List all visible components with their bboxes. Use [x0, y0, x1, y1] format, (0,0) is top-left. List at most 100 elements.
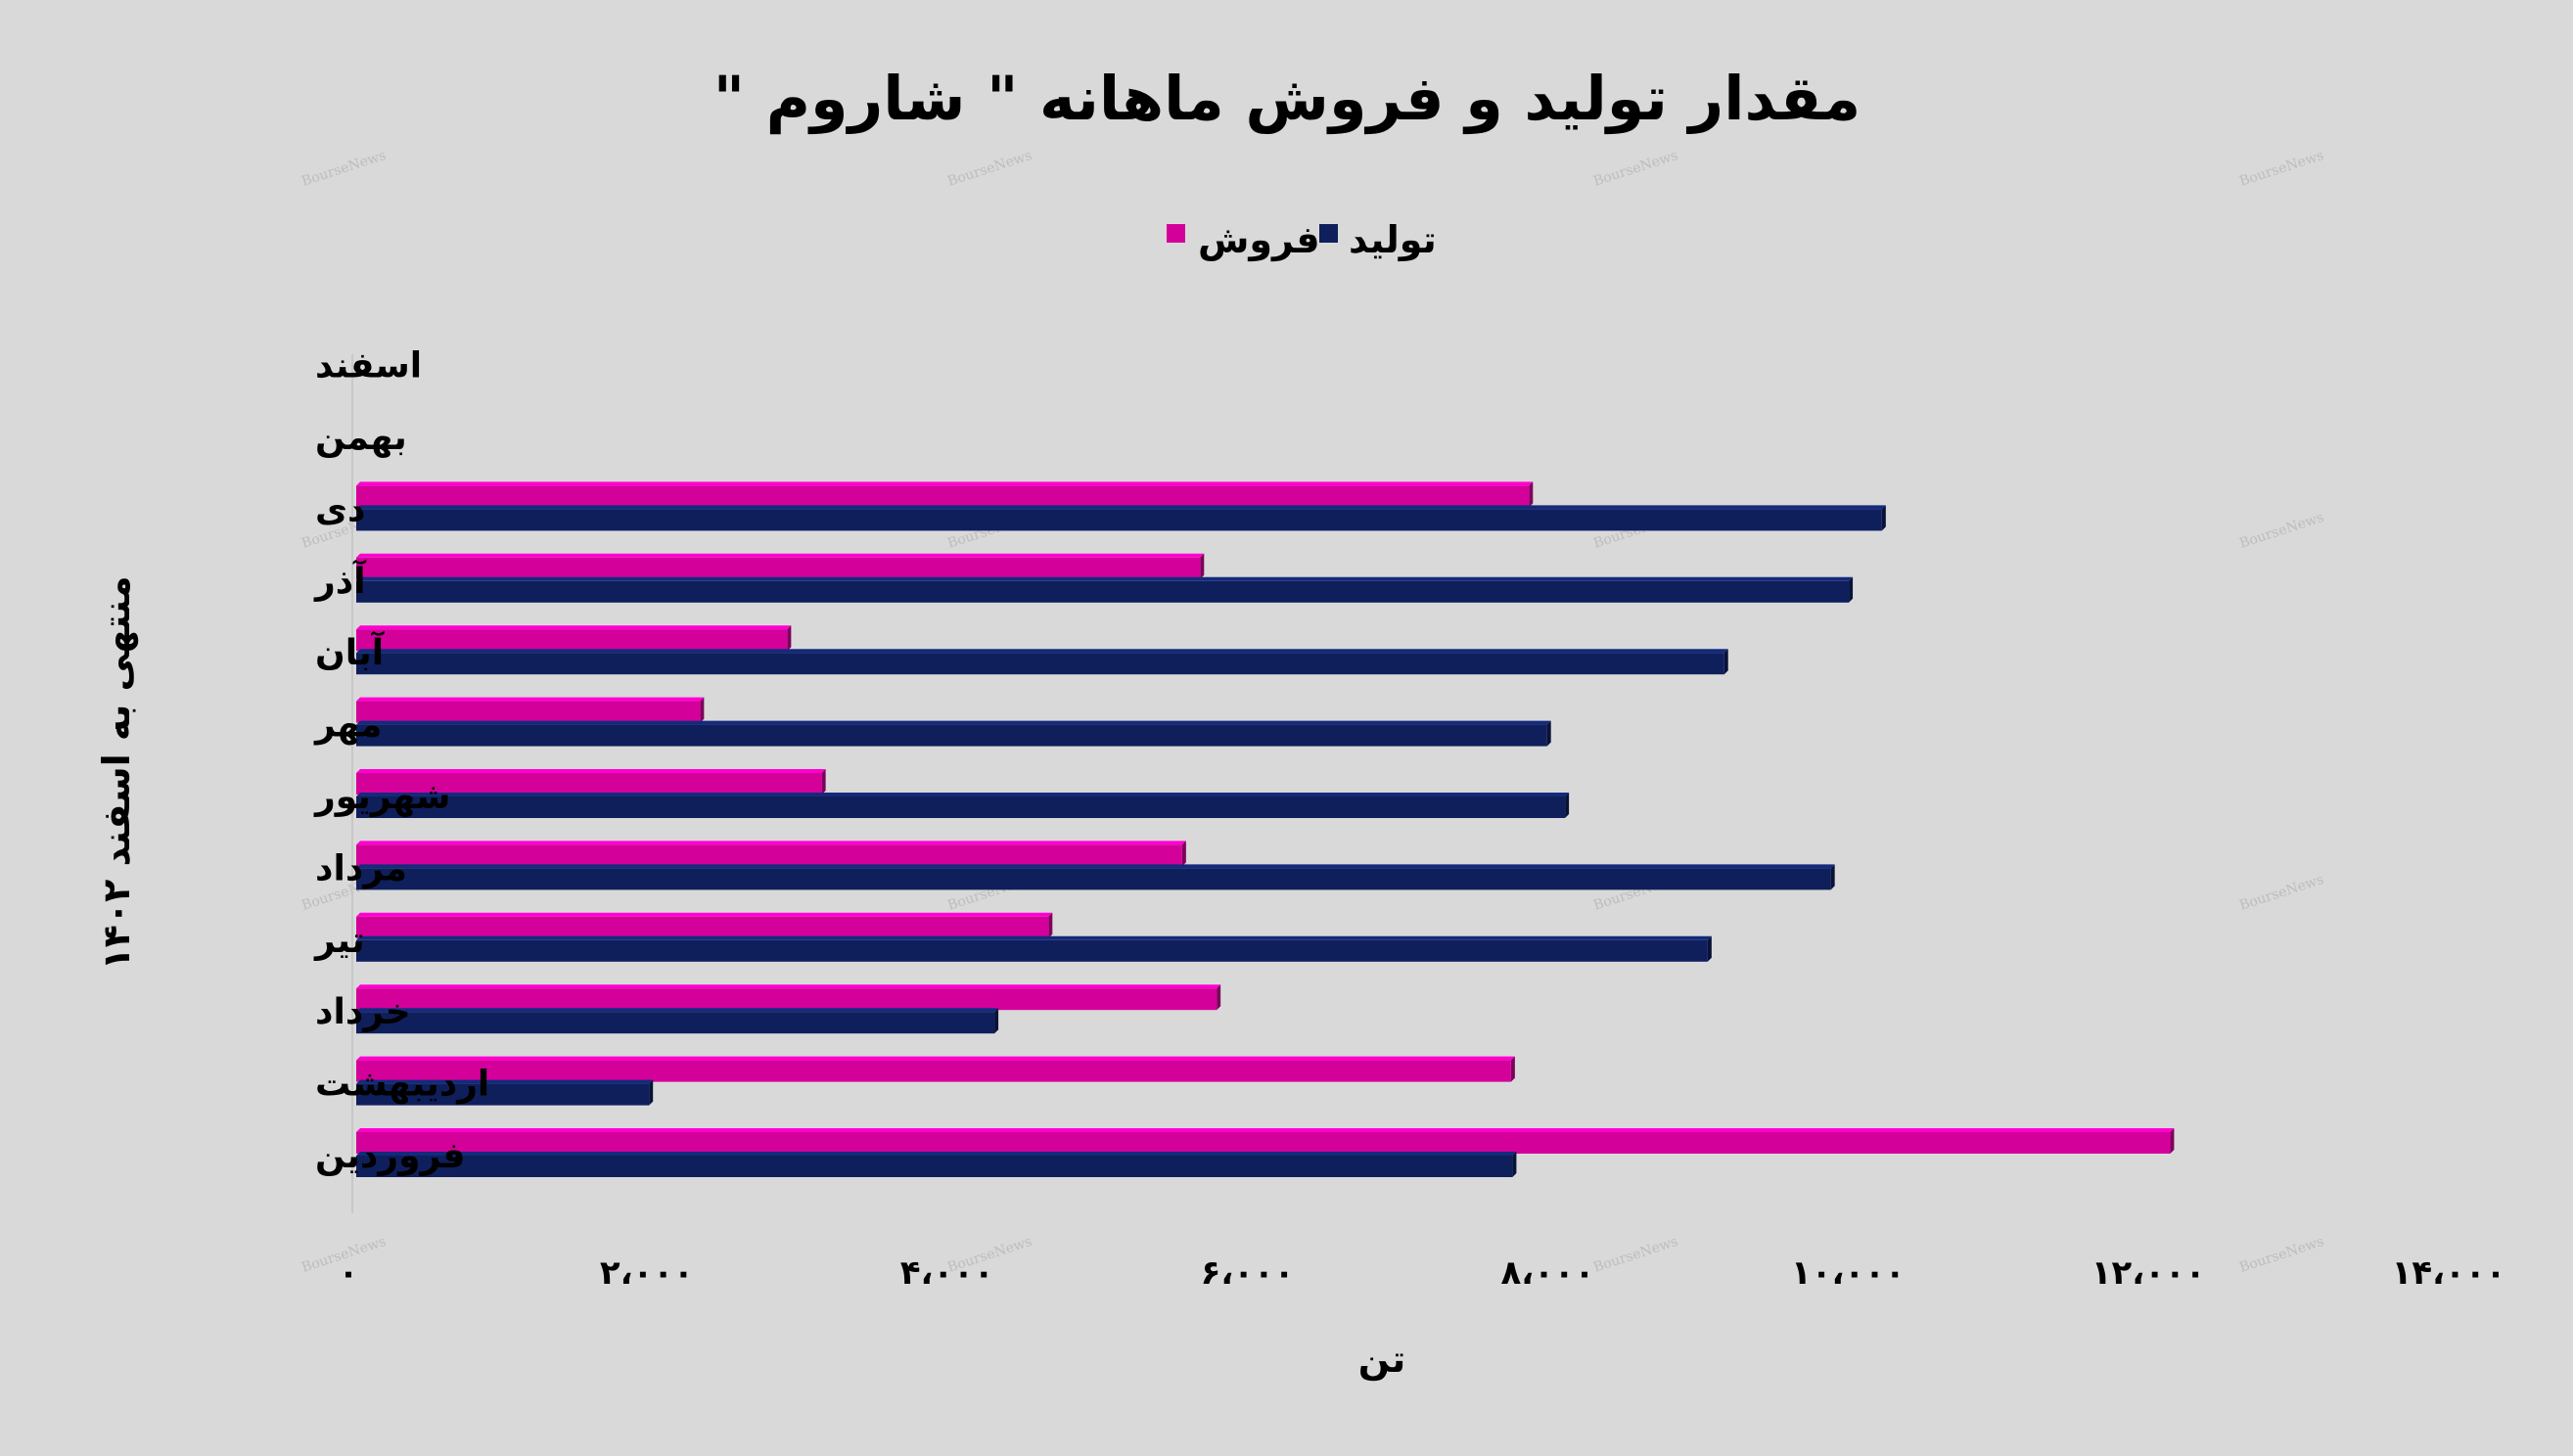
- bar-sales-6-top: [356, 697, 705, 702]
- category-label: شهریور: [313, 777, 450, 817]
- bar-sales-5-face: [356, 773, 822, 795]
- bar-production-2-side: [994, 1008, 999, 1034]
- bar-sales-6-side: [700, 697, 705, 723]
- watermark-text: BourseNews: [2237, 510, 2325, 552]
- watermark-text: BourseNews: [2237, 1234, 2325, 1276]
- legend-swatch-production: [1319, 224, 1338, 243]
- x-tick-label: ۰: [339, 1253, 359, 1293]
- bar-sales-5-top: [356, 769, 826, 773]
- bar-production-4-top: [356, 864, 1835, 869]
- bar-sales-4-face: [356, 844, 1182, 867]
- x-axis-title: تن: [1358, 1338, 1405, 1381]
- bar-production-3: [356, 935, 1712, 962]
- category-label: اردیبهشت: [315, 1065, 489, 1105]
- bar-production-9-top: [356, 505, 1886, 510]
- bar-production-9-side: [1881, 505, 1886, 531]
- category-label: دی: [315, 489, 365, 529]
- bar-production-9-face: [356, 509, 1882, 531]
- legend-swatch-sales: [1167, 224, 1185, 243]
- bar-sales-1-face: [356, 1060, 1511, 1082]
- y-axis-title: منتهی به اسفند ۱۴۰۲: [95, 575, 138, 970]
- category-label: اسفند: [315, 346, 422, 387]
- bar-production-7-side: [1723, 649, 1728, 675]
- bar-production-5-side: [1565, 793, 1570, 818]
- x-tick-label: ۱۰،۰۰۰: [1791, 1253, 1906, 1293]
- bar-sales-7-top: [356, 625, 792, 630]
- bar-sales-5-side: [821, 769, 826, 795]
- bar-production-4: [356, 864, 1835, 890]
- category-labels: فروردین اردیبهشت خرداد تیر مرداد شهریور مهر آبا…: [313, 346, 489, 1176]
- category-label: مهر: [313, 705, 382, 746]
- bar-sales-4-top: [356, 841, 1186, 845]
- x-tick-label: ۱۲،۰۰۰: [2091, 1253, 2206, 1293]
- bar-sales-8-top: [356, 553, 1205, 558]
- bar-production-2-face: [356, 1012, 995, 1034]
- x-tick-label: ۴،۰۰۰: [900, 1253, 994, 1293]
- bar-production-1-face: [356, 1083, 650, 1106]
- bar-production-1-side: [649, 1079, 654, 1106]
- x-tick-label: ۶،۰۰۰: [1201, 1253, 1295, 1293]
- bar-sales-0-face: [356, 1132, 2171, 1154]
- bar-production-8: [356, 576, 1854, 603]
- bar-production-1-top: [356, 1079, 654, 1084]
- category-label: آذر: [313, 559, 367, 602]
- bar-production-0: [356, 1152, 1517, 1177]
- bar-production-5-face: [356, 796, 1566, 818]
- bar-sales-8-face: [356, 557, 1201, 579]
- bar-production-7: [356, 649, 1728, 675]
- watermark-text: BourseNews: [1591, 148, 1679, 190]
- watermark-text: BourseNews: [2237, 872, 2325, 914]
- watermark-text: BourseNews: [945, 148, 1034, 190]
- watermark-text: BourseNews: [2237, 148, 2325, 190]
- bar-sales-9: [356, 481, 1534, 508]
- category-label: خرداد: [315, 992, 411, 1032]
- bar-sales-9-face: [356, 485, 1530, 508]
- bar-sales-3: [356, 912, 1053, 938]
- legend-label-production: تولید: [1349, 218, 1437, 261]
- bar-production-0-face: [356, 1156, 1513, 1177]
- bars-layer: [356, 481, 2175, 1177]
- x-tick-label: ۱۴،۰۰۰: [2392, 1253, 2506, 1293]
- bar-production-3-top: [356, 935, 1712, 940]
- bar-production-5-top: [356, 793, 1570, 796]
- bar-sales-0-side: [2170, 1128, 2175, 1154]
- category-label: آبان: [315, 630, 386, 673]
- bar-sales-2: [356, 984, 1221, 1011]
- bar-production-0-top: [356, 1152, 1517, 1156]
- bar-production-7-top: [356, 649, 1728, 654]
- bar-sales-2-top: [356, 984, 1221, 989]
- bar-sales-8-side: [1200, 553, 1205, 579]
- bar-sales-7-side: [787, 625, 792, 652]
- bar-sales-1: [356, 1056, 1515, 1082]
- bar-sales-5: [356, 769, 826, 795]
- bar-sales-3-side: [1048, 912, 1053, 938]
- watermark-text: BourseNews: [1591, 1234, 1679, 1276]
- bar-sales-0-top: [356, 1128, 2175, 1132]
- watermark-text: BourseNews: [299, 148, 388, 190]
- bar-production-3-side: [1707, 935, 1712, 962]
- bar-sales-7-face: [356, 629, 788, 652]
- bar-production-4-face: [356, 868, 1831, 890]
- bar-sales-9-top: [356, 481, 1534, 486]
- bar-production-3-face: [356, 939, 1708, 962]
- bar-sales-6-face: [356, 701, 701, 723]
- bar-production-6-side: [1546, 720, 1551, 747]
- bar-production-8-top: [356, 576, 1854, 581]
- bar-production-7-face: [356, 653, 1724, 675]
- bar-production-0-side: [1512, 1152, 1517, 1177]
- x-tick-label: ۲،۰۰۰: [600, 1253, 694, 1293]
- bar-sales-3-face: [356, 916, 1049, 938]
- category-label: تیر: [313, 921, 365, 961]
- bar-production-4-side: [1830, 864, 1835, 890]
- bar-sales-2-face: [356, 988, 1218, 1011]
- legend: تولید فروش: [1167, 218, 1437, 262]
- category-label: فروردین: [315, 1136, 465, 1176]
- bar-production-6: [356, 720, 1551, 747]
- bar-production-5: [356, 793, 1570, 818]
- bar-sales-4: [356, 841, 1186, 867]
- bar-sales-0: [356, 1128, 2175, 1154]
- bar-production-8-side: [1849, 576, 1854, 603]
- bar-sales-1-side: [1510, 1056, 1515, 1082]
- x-tick-labels: ۰ ۲،۰۰۰ ۴،۰۰۰ ۶،۰۰۰ ۸،۰۰۰ ۱۰،۰۰۰ ۱۲،۰۰۰ ۱۴،۰۰۰: [339, 1253, 2506, 1293]
